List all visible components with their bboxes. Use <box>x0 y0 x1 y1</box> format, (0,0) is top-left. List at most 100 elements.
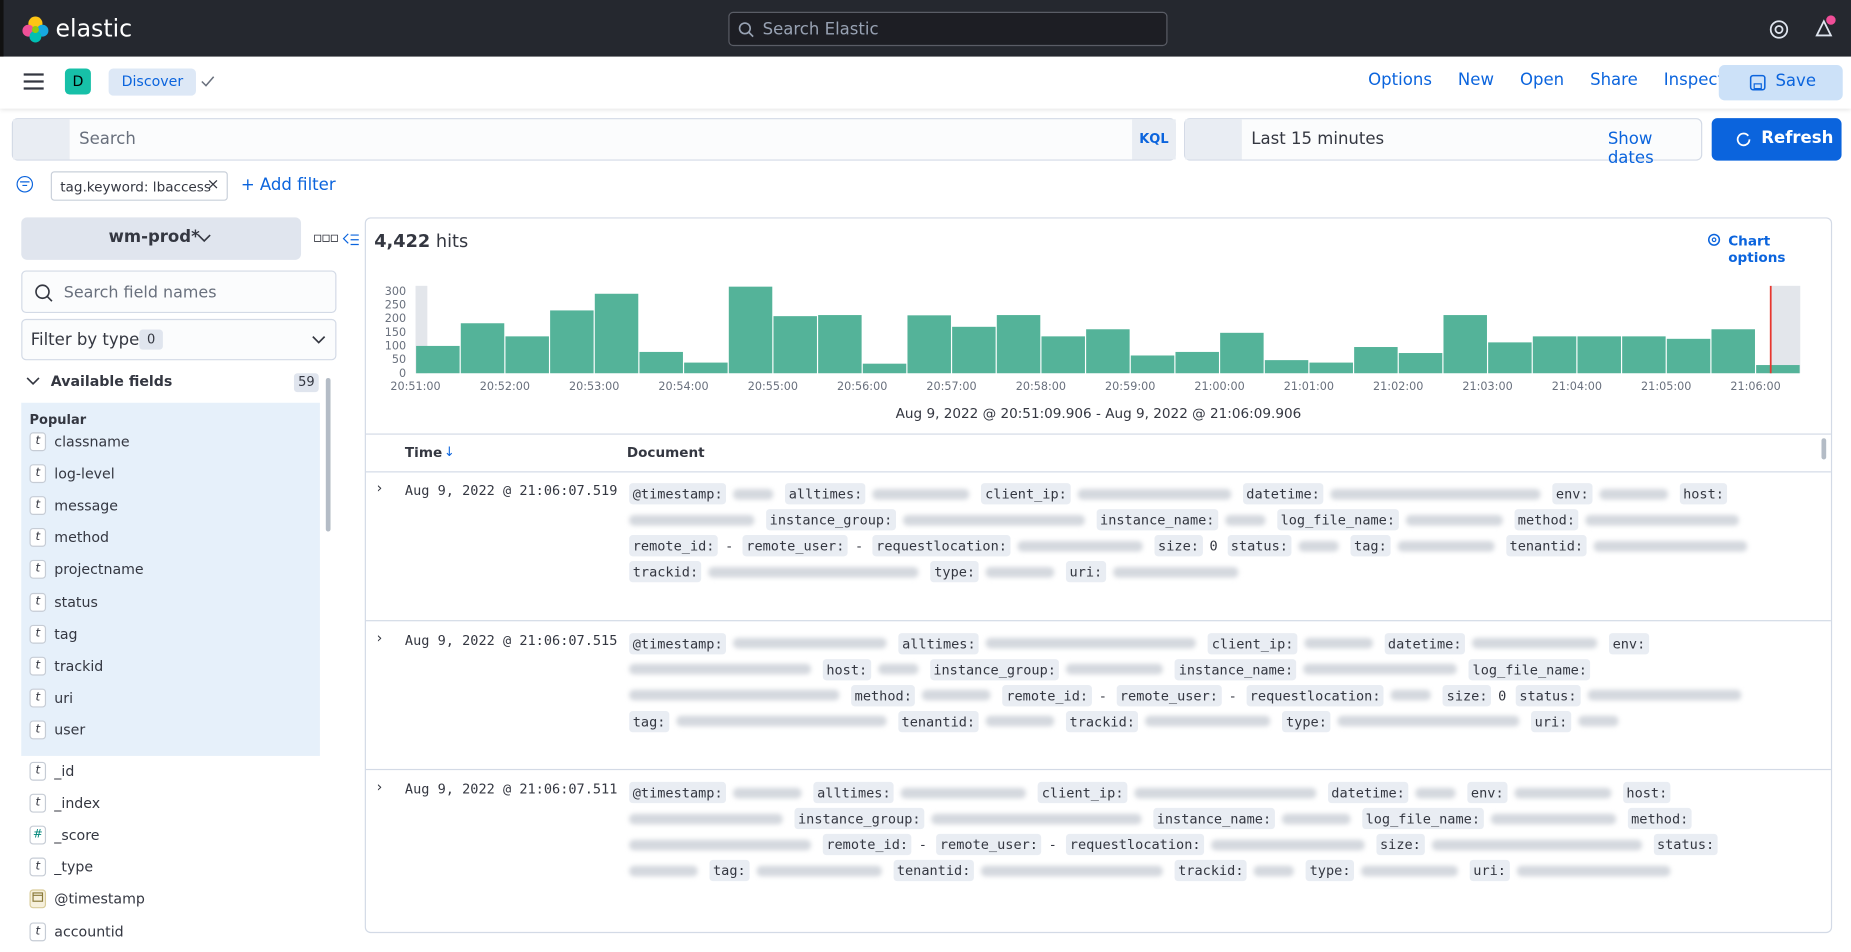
sort-icon[interactable]: ↓ <box>443 444 455 460</box>
redacted-value <box>1330 488 1541 500</box>
field-key: @timestamp: <box>629 632 727 654</box>
field-item[interactable]: # _score <box>29 825 99 845</box>
filter-by-type[interactable]: Filter by type 0 <box>21 318 337 361</box>
column-document[interactable]: Document <box>626 444 705 461</box>
redacted-value <box>629 865 698 876</box>
field-type-icon: t <box>29 432 47 452</box>
nav-link[interactable]: Options <box>1368 70 1432 90</box>
nav-link[interactable]: Share <box>1590 70 1638 90</box>
save-button[interactable]: Save <box>1718 64 1843 101</box>
field-value: - <box>1048 836 1057 853</box>
column-time[interactable]: Time <box>404 444 443 461</box>
field-item[interactable]: t user <box>29 720 85 740</box>
field-value: - <box>1228 686 1237 704</box>
index-pattern-button[interactable]: wm-prod* <box>21 217 302 260</box>
field-key: remote_user: <box>742 535 848 557</box>
redacted-value <box>1585 514 1740 526</box>
field-item[interactable]: t _id <box>29 761 75 781</box>
redacted-value <box>629 689 840 701</box>
field-item[interactable]: t tag <box>29 624 78 644</box>
sidebar-options[interactable]: ▫▫▫ <box>312 229 339 246</box>
redacted-value <box>1593 540 1748 552</box>
field-item[interactable]: t trackid <box>29 656 103 676</box>
field-key: alltimes: <box>813 781 895 804</box>
bar <box>1354 347 1398 374</box>
menu-toggle[interactable] <box>23 73 45 90</box>
field-item[interactable]: t status <box>29 592 98 612</box>
nav-link[interactable]: Inspect <box>1663 70 1724 90</box>
field-item[interactable]: t message <box>29 496 118 516</box>
field-item[interactable]: @timestamp <box>29 889 145 909</box>
field-item[interactable]: t accountid <box>29 921 124 941</box>
x-tick-label: 21:05:00 <box>1641 380 1691 393</box>
index-pattern: wm-prod* <box>108 227 200 247</box>
expand-row[interactable]: › <box>376 479 383 497</box>
breadcrumb[interactable]: Discover <box>108 68 197 96</box>
show-dates[interactable]: Show dates <box>1607 129 1654 168</box>
bar <box>1532 336 1577 374</box>
redacted-value <box>985 715 1055 727</box>
quick-menu[interactable] <box>1185 119 1242 160</box>
filter-pill[interactable]: tag.keyword: lbaccess × <box>50 171 228 201</box>
query-bar: Search KQL <box>11 118 1176 161</box>
field-key: env: <box>1609 632 1649 654</box>
field-type-icon: t <box>29 592 47 612</box>
field-item[interactable]: t uri <box>29 688 73 708</box>
x-tick-label: 21:04:00 <box>1552 380 1602 393</box>
redacted-value <box>1577 715 1619 727</box>
redacted-value <box>1298 540 1339 552</box>
field-item[interactable]: t projectname <box>29 560 144 580</box>
nav-link[interactable]: New <box>1457 70 1494 90</box>
refresh-button[interactable]: Refresh <box>1711 118 1842 161</box>
redacted-value <box>733 787 802 798</box>
field-item[interactable]: t classname <box>29 432 130 452</box>
field-type-icon: t <box>29 921 47 941</box>
filter-icon[interactable] <box>15 175 34 193</box>
field-key: host: <box>1679 483 1728 505</box>
field-type-icon: t <box>29 761 47 781</box>
space-badge[interactable]: D <box>64 68 91 95</box>
redacted-value <box>629 813 783 824</box>
field-key: tenantid: <box>1505 535 1587 557</box>
section-toggle[interactable] <box>26 377 40 386</box>
filter-remove[interactable]: × <box>206 175 220 194</box>
collapse-sidebar[interactable] <box>342 233 359 247</box>
bar <box>862 363 907 374</box>
field-item[interactable]: t _type <box>29 857 93 877</box>
help-icon[interactable] <box>1768 19 1789 40</box>
field-key: tenantid: <box>897 710 979 732</box>
field-key: uri: <box>1469 859 1510 882</box>
field-name: _index <box>54 795 101 812</box>
field-value: 0 <box>1498 686 1507 704</box>
field-item[interactable]: t method <box>29 528 109 548</box>
bar <box>1398 353 1443 374</box>
saved-query-button[interactable] <box>12 119 70 160</box>
field-key: @timestamp: <box>629 483 727 505</box>
available-count: 59 <box>293 373 319 393</box>
time-range-label: Aug 9, 2022 @ 20:51:09.906 - Aug 9, 2022… <box>895 405 1302 422</box>
redacted-value <box>629 663 811 675</box>
field-search[interactable]: Search field names <box>21 270 337 314</box>
add-filter[interactable]: + Add filter <box>240 175 336 195</box>
field-key: log_file_name: <box>1362 807 1484 830</box>
time-range[interactable]: Last 15 minutes <box>1251 129 1385 149</box>
field-name: _id <box>54 763 75 780</box>
redacted-value <box>708 566 919 577</box>
language-switcher[interactable]: KQL <box>1132 119 1176 160</box>
query-placeholder[interactable]: Search <box>79 129 136 149</box>
global-search[interactable]: Search Elastic <box>728 11 1168 47</box>
redacted-value <box>1391 689 1432 701</box>
expand-row[interactable]: › <box>376 628 383 646</box>
news-icon[interactable] <box>1812 14 1838 40</box>
field-key: method: <box>1514 509 1579 531</box>
y-tick-label: 200 <box>385 312 406 325</box>
x-tick-label: 20:58:00 <box>1016 380 1066 393</box>
chart-options[interactable]: Chart options <box>1728 232 1786 266</box>
field-key: @timestamp: <box>629 781 727 804</box>
field-item[interactable]: t log-level <box>29 464 115 484</box>
expand-row[interactable]: › <box>376 778 383 795</box>
field-item[interactable]: t _index <box>29 793 101 813</box>
redacted-value <box>1017 540 1143 552</box>
table-header: Time ↓ Document <box>365 433 1831 473</box>
nav-link[interactable]: Open <box>1519 70 1565 90</box>
